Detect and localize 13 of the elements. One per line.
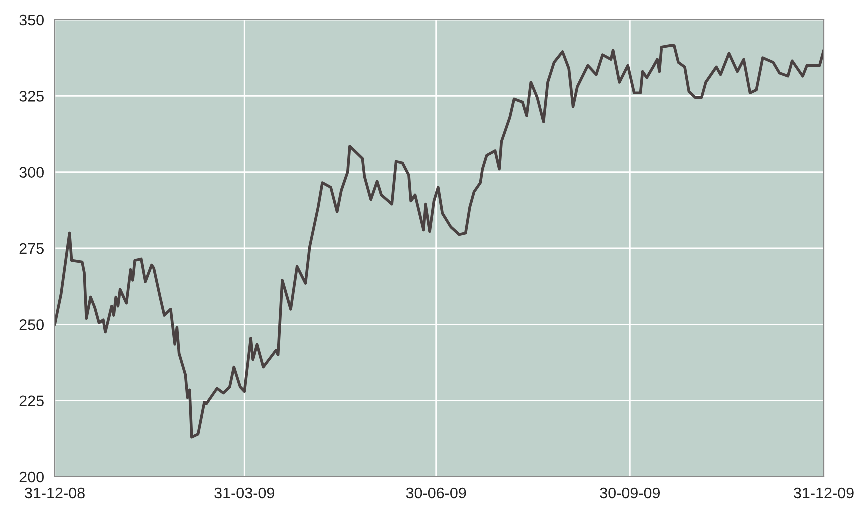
x-tick-label: 30-09-09 (600, 488, 660, 499)
x-tick-label: 30-06-09 (406, 488, 466, 499)
y-tick-label: 350 (20, 14, 44, 26)
y-tick-label: 225 (20, 396, 44, 407)
y-tick-label: 200 (20, 472, 44, 483)
y-tick-label: 250 (20, 320, 44, 330)
x-tick-label: 31-03-09 (214, 488, 274, 499)
y-tick-label: 325 (20, 91, 44, 102)
x-tick-label: 31-12-09 (794, 488, 854, 499)
line-series (55, 44, 824, 439)
y-tick-label: 275 (20, 243, 44, 254)
x-tick-label: 31-12-08 (25, 488, 85, 499)
y-tick-label: 300 (20, 167, 44, 178)
